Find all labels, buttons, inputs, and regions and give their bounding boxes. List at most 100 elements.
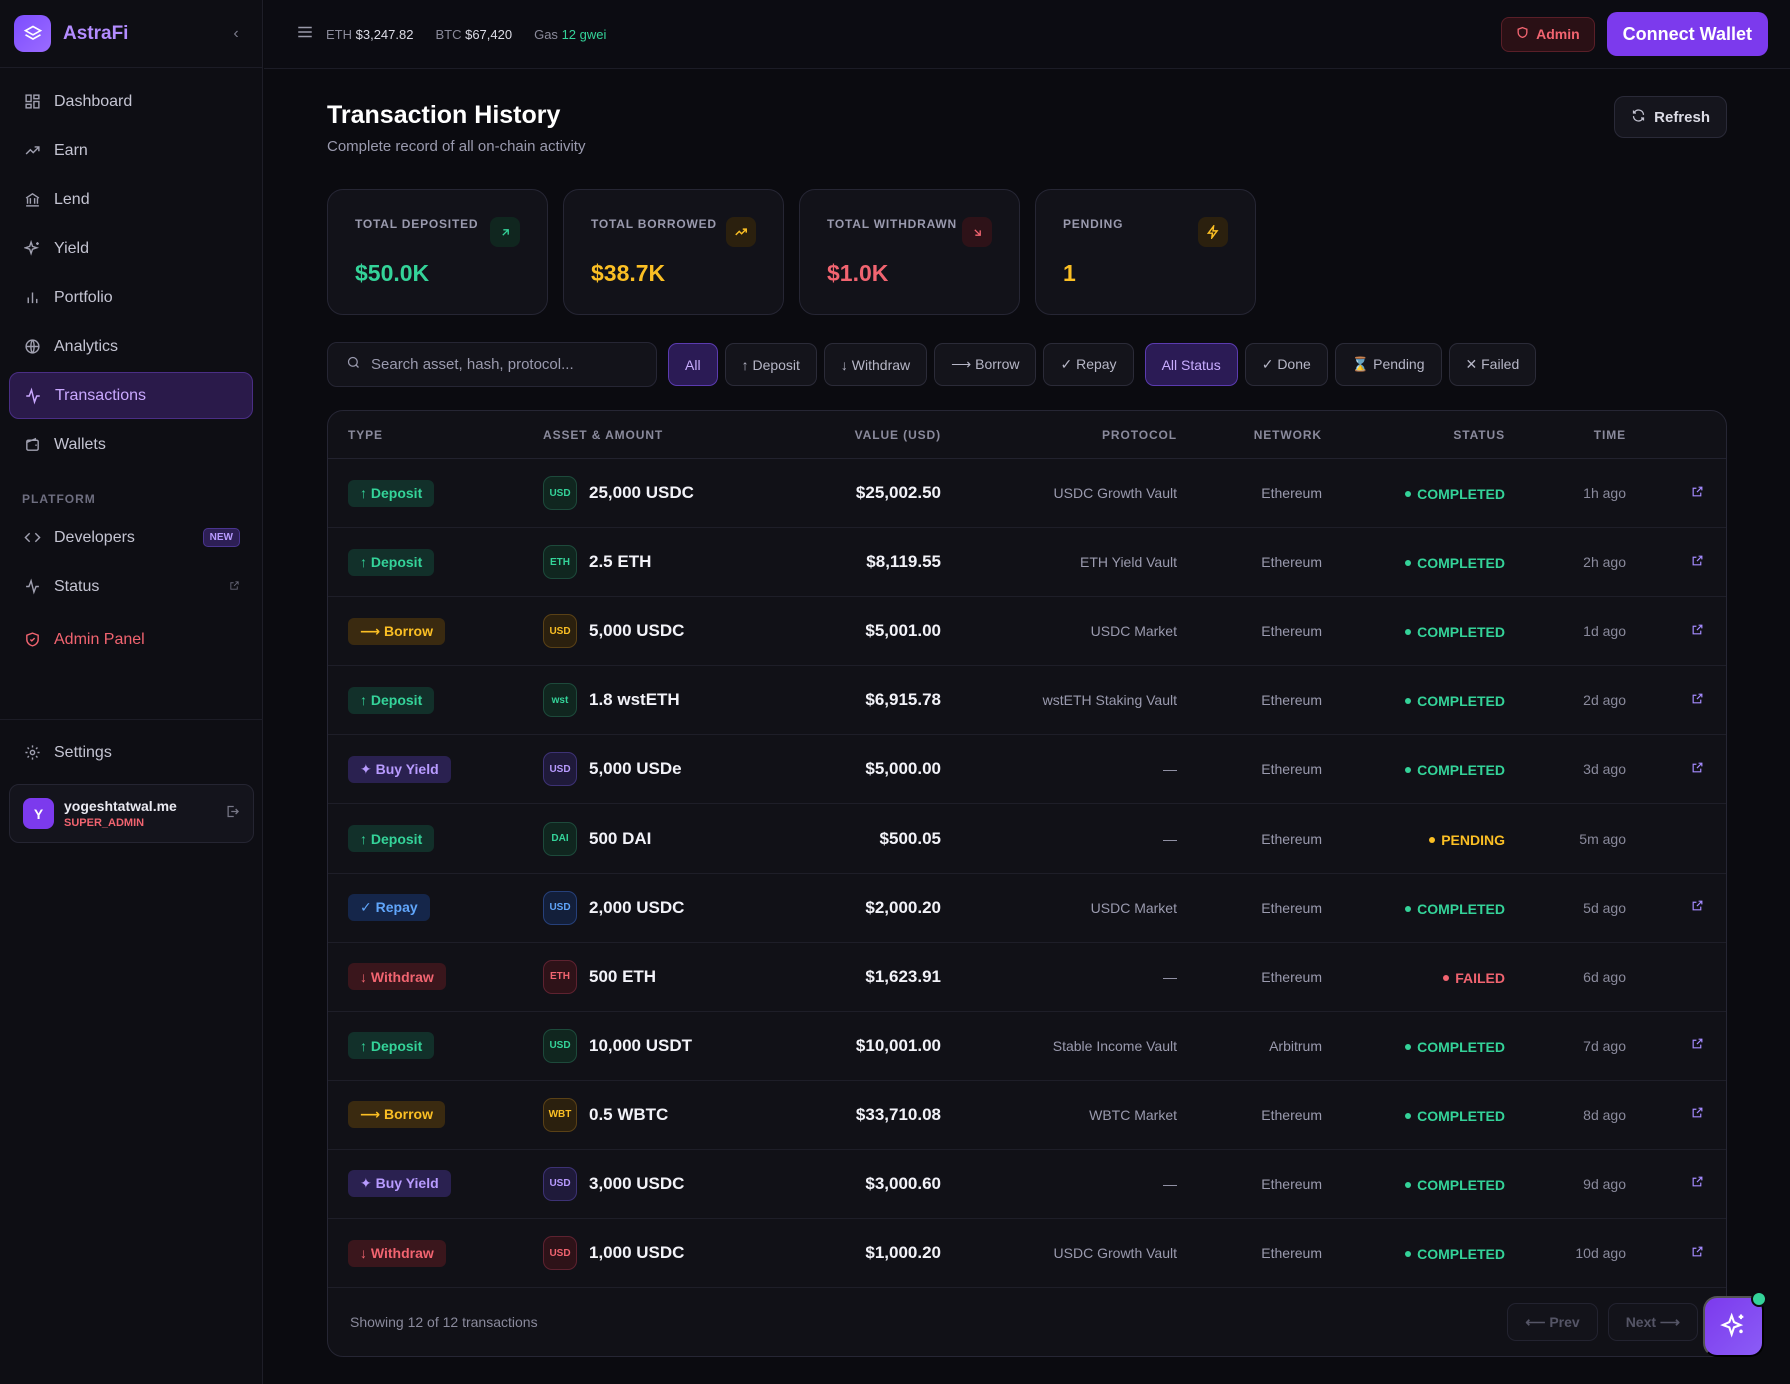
avatar: Y (23, 798, 54, 829)
table-row[interactable]: ⟶ Borrow USD 5,000 USDC $5,001.00 USDC Marke… (328, 597, 1726, 667)
time: 8d ago (1583, 1106, 1626, 1123)
stats-row: TOTAL DEPOSITED $50.0K TOTAL BORROWED $3… (327, 189, 1256, 315)
nav-item-transactions[interactable]: Transactions (9, 372, 253, 419)
nav-item-admin-panel[interactable]: Admin Panel (9, 616, 253, 663)
table-row[interactable]: ↓ Withdraw ETH 500 ETH $1,623.91 — Ethereum FA… (328, 943, 1726, 1012)
filter-status-done[interactable]: ✓ Done (1244, 343, 1328, 386)
column-header-asset[interactable]: ASSET & AMOUNT (543, 427, 664, 442)
nav-item-dashboard[interactable]: Dashboard (9, 78, 253, 125)
status-cell: COMPLETED (1322, 691, 1505, 709)
table-row[interactable]: ↑ Deposit ETH 2.5 ETH $8,119.55 ETH Yield Va… (328, 528, 1726, 598)
table-header: TYPE ASSET & AMOUNT VALUE (USD) PROTOCOL… (328, 411, 1726, 459)
nav-item-earn[interactable]: Earn (9, 127, 253, 174)
filter-type-repay[interactable]: ✓ Repay (1043, 343, 1134, 386)
stat-value: $50.0K (355, 260, 430, 286)
status-cell: COMPLETED (1322, 1106, 1505, 1124)
table-row[interactable]: ✦ Buy Yield USD 3,000 USDC $3,000.60 — Ethere… (328, 1150, 1726, 1220)
nav-item-lend[interactable]: Lend (9, 176, 253, 223)
layers-logo-icon[interactable] (14, 15, 51, 52)
ai-assistant-button[interactable] (1703, 1296, 1764, 1357)
asset-token-icon: ETH (543, 959, 577, 994)
nav-item-analytics[interactable]: Analytics (9, 323, 253, 370)
filter-type-deposit[interactable]: ↑ Deposit (724, 343, 817, 386)
ticker-value: $3,247.82 (355, 26, 414, 42)
status-text: COMPLETED (1417, 1107, 1505, 1124)
column-header-time[interactable]: TIME (1593, 427, 1626, 442)
status-badge: COMPLETED (1405, 1039, 1505, 1055)
filter-status-failed[interactable]: ✕ Failed (1448, 343, 1537, 386)
nav-item-portfolio[interactable]: Portfolio (9, 274, 253, 321)
external-link-icon[interactable] (1691, 623, 1704, 640)
filter-status-all[interactable]: All Status (1144, 343, 1238, 386)
user-card[interactable]: Y yogeshtatwal.me SUPER_ADMIN (9, 784, 254, 843)
nav-item-developers[interactable]: Developers NEW (9, 514, 253, 561)
filter-status-pending[interactable]: ⌛ Pending (1334, 343, 1442, 386)
column-header-network[interactable]: NETWORK (1253, 427, 1322, 442)
next-page-button[interactable]: Next ⟶ (1607, 1303, 1698, 1341)
column-header-type[interactable]: TYPE (348, 427, 383, 442)
time: 6d ago (1583, 968, 1626, 985)
filter-type-all[interactable]: All (668, 343, 718, 386)
external-link-icon (229, 580, 240, 594)
external-link-icon[interactable] (1691, 899, 1704, 916)
column-header-status[interactable]: STATUS (1453, 427, 1505, 442)
collapse-sidebar-icon[interactable]: ‹ (233, 24, 239, 42)
external-link-icon[interactable] (1691, 1037, 1704, 1054)
refresh-button[interactable]: Refresh (1614, 96, 1727, 138)
trending-up-icon (22, 141, 42, 161)
logout-icon[interactable] (225, 804, 240, 823)
filter-type-withdraw[interactable]: ↓ Withdraw (823, 343, 928, 386)
column-header-value[interactable]: VALUE (USD) (854, 427, 941, 442)
type-badge: ✦ Buy Yield (348, 1170, 451, 1198)
external-link-icon[interactable] (1691, 692, 1704, 709)
network: Ethereum (1261, 1106, 1322, 1123)
external-link-icon[interactable] (1691, 1175, 1704, 1192)
protocol: wstETH Staking Vault (1042, 692, 1177, 709)
asset-amount: 5,000 USDe (589, 759, 682, 779)
code-icon (22, 528, 42, 548)
time: 2d ago (1583, 692, 1626, 709)
status-text: COMPLETED (1417, 486, 1505, 503)
ticker-label: Gas (534, 26, 558, 42)
asset-token-icon: USD (543, 1166, 577, 1201)
status-cell: COMPLETED (1322, 899, 1505, 917)
stat-card-borrowed: TOTAL BORROWED $38.7K (563, 189, 784, 315)
connect-wallet-button[interactable]: Connect Wallet (1606, 12, 1768, 56)
external-link-icon[interactable] (1691, 1106, 1704, 1123)
nav-item-wallets[interactable]: Wallets (9, 421, 253, 468)
nav-item-settings[interactable]: Settings (9, 729, 254, 776)
protocol: ETH Yield Vault (1079, 554, 1177, 571)
table-row[interactable]: ↓ Withdraw USD 1,000 USDC $1,000.20 USDC Gro… (328, 1219, 1726, 1289)
admin-button[interactable]: Admin (1501, 16, 1595, 52)
menu-icon[interactable] (296, 23, 314, 45)
status-badge: COMPLETED (1405, 1246, 1505, 1262)
external-link-icon[interactable] (1691, 761, 1704, 778)
value-usd: $8,119.55 (866, 552, 941, 572)
external-link-icon[interactable] (1691, 554, 1704, 571)
bank-icon (22, 190, 42, 210)
table-row[interactable]: ⟶ Borrow WBT 0.5 WBTC $33,710.08 WBTC Market… (328, 1081, 1726, 1150)
filter-type-borrow[interactable]: ⟶ Borrow (934, 343, 1037, 386)
value-usd: $500.05 (879, 828, 941, 848)
ticker-value: $67,420 (465, 26, 513, 42)
link-cell (1626, 1037, 1726, 1054)
asset-cell: wst 1.8 wstETH (543, 683, 748, 718)
prev-page-button[interactable]: ⟵ Prev (1507, 1303, 1598, 1341)
column-header-protocol[interactable]: PROTOCOL (1102, 427, 1177, 442)
search-input[interactable] (371, 356, 638, 373)
asset-amount: 5,000 USDC (589, 621, 685, 641)
brand-name[interactable]: AstraFi (63, 22, 129, 44)
table-row[interactable]: ↑ Deposit DAI 500 DAI $500.05 — Ethereum PENDI… (328, 804, 1726, 874)
table-row[interactable]: ✓ Repay USD 2,000 USDC $2,000.20 USDC Market… (328, 874, 1726, 943)
time: 2h ago (1583, 554, 1626, 571)
arrow-up-right-icon (490, 217, 520, 247)
nav-item-status[interactable]: Status (9, 563, 253, 610)
external-link-icon[interactable] (1691, 1245, 1704, 1262)
table-row[interactable]: ↑ Deposit USD 10,000 USDT $10,001.00 Stable … (328, 1012, 1726, 1081)
nav-item-yield[interactable]: Yield (9, 225, 253, 272)
table-row[interactable]: ↑ Deposit wst 1.8 wstETH $6,915.78 wstETH St… (328, 666, 1726, 736)
status-text: COMPLETED (1417, 762, 1505, 779)
external-link-icon[interactable] (1691, 485, 1704, 502)
table-row[interactable]: ↑ Deposit USD 25,000 USDC $25,002.50 USDC Gr… (328, 459, 1726, 529)
table-row[interactable]: ✦ Buy Yield USD 5,000 USDe $5,000.00 — Ethere… (328, 735, 1726, 805)
